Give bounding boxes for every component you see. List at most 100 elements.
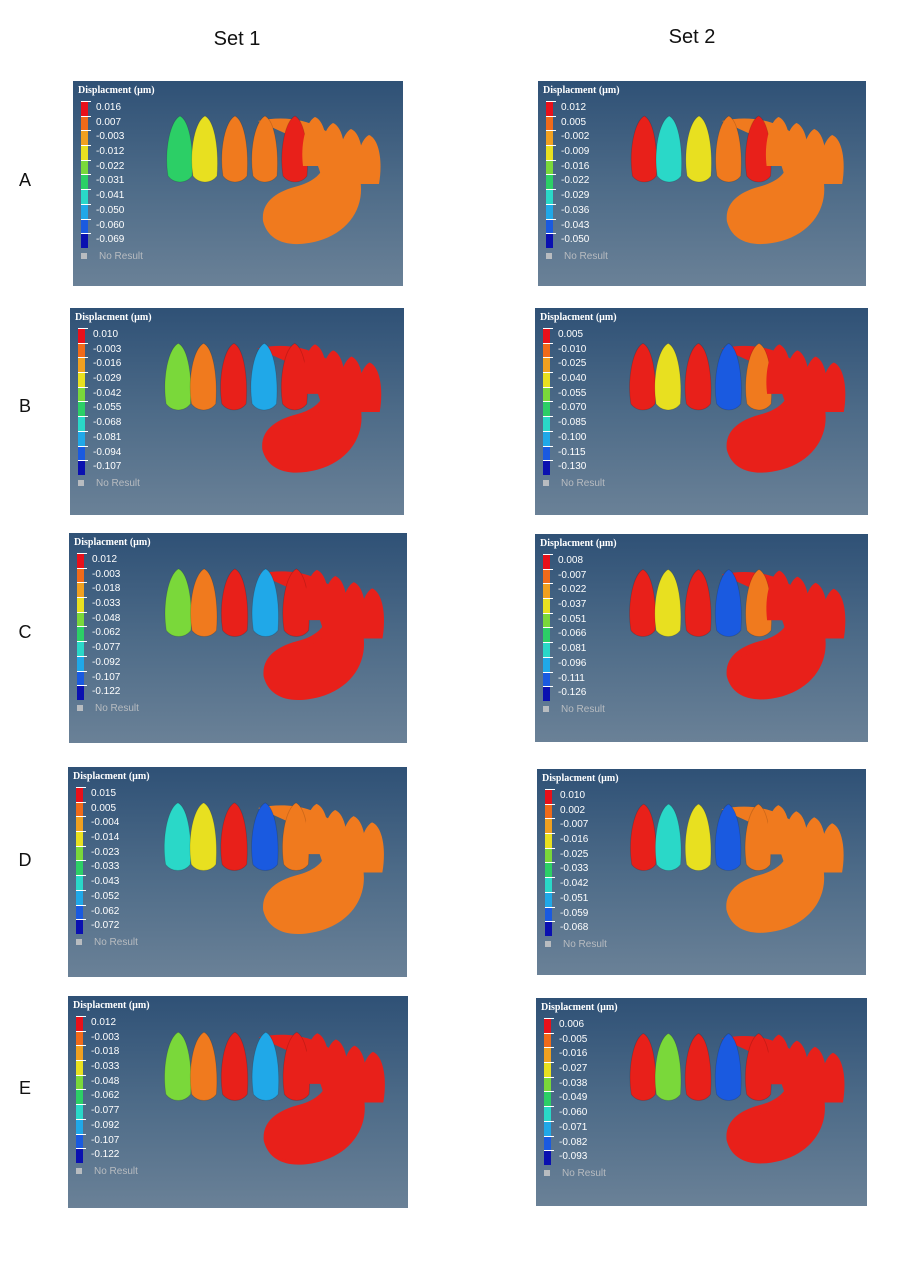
legend-tick xyxy=(544,1121,554,1122)
legend-value: -0.082 xyxy=(559,1136,587,1151)
legend-value: -0.050 xyxy=(96,204,124,219)
legend-entry: -0.002 xyxy=(543,130,620,145)
legend-entry: 0.006 xyxy=(541,1018,618,1033)
legend-tick xyxy=(81,130,91,131)
legend-swatch xyxy=(77,671,84,686)
legend-entry: -0.022 xyxy=(543,174,620,189)
legend-value: 0.006 xyxy=(559,1018,584,1033)
legend-entry: -0.029 xyxy=(75,372,152,387)
legend-tick xyxy=(545,833,555,834)
legend-tick xyxy=(76,1119,86,1120)
legend-entry: -0.031 xyxy=(78,174,155,189)
legend-value: -0.016 xyxy=(561,160,589,175)
legend-swatch xyxy=(545,818,552,833)
tooth-shape xyxy=(221,569,247,637)
legend-swatch xyxy=(544,1106,551,1121)
legend-entry: -0.043 xyxy=(73,875,150,890)
legend-value: -0.010 xyxy=(558,343,586,358)
legend-tick xyxy=(545,907,555,908)
legend-title: Displacment (µm) xyxy=(542,773,619,784)
color-legend: Displacment (µm) 0.010 0.002 -0.007 -0.016 -0… xyxy=(542,773,619,950)
legend-entry: -0.051 xyxy=(540,613,617,628)
legend-value: 0.012 xyxy=(92,553,117,568)
legend-entry: -0.003 xyxy=(75,343,152,358)
legend-swatch xyxy=(543,460,550,475)
legend-entry: -0.096 xyxy=(540,657,617,672)
legend-tick xyxy=(78,416,88,417)
legend-value: 0.012 xyxy=(91,1016,116,1031)
legend-tick xyxy=(77,568,87,569)
legend-entry: 0.015 xyxy=(73,787,150,802)
legend-value: 0.005 xyxy=(558,328,583,343)
legend-swatch xyxy=(544,1018,551,1033)
no-result-swatch xyxy=(76,939,82,945)
legend-title: Displacment (µm) xyxy=(73,771,150,782)
color-legend: Displacment (µm) 0.016 0.007 -0.003 -0.012 -0… xyxy=(78,85,155,262)
legend-swatch xyxy=(543,613,550,628)
legend-no-result: No Result xyxy=(77,703,151,714)
legend-value: -0.052 xyxy=(91,890,119,905)
legend-swatch xyxy=(78,431,85,446)
legend-entry: -0.014 xyxy=(73,831,150,846)
no-result-swatch xyxy=(543,706,549,712)
tooth-shape xyxy=(630,570,656,637)
legend-swatch xyxy=(546,116,553,131)
legend-entry: -0.042 xyxy=(542,877,619,892)
legend-swatch xyxy=(77,612,84,627)
legend-tick xyxy=(543,416,553,417)
legend-entry: -0.043 xyxy=(543,219,620,234)
legend-tick xyxy=(544,1062,554,1063)
legend-entry: -0.007 xyxy=(540,569,617,584)
legend-value: -0.130 xyxy=(558,460,586,475)
legend-entry: -0.085 xyxy=(540,416,617,431)
legend-entry: 0.016 xyxy=(78,101,155,116)
legend-entry: -0.036 xyxy=(543,204,620,219)
legend-tick xyxy=(545,921,555,922)
legend-swatch xyxy=(76,1134,83,1149)
legend-value: -0.048 xyxy=(92,612,120,627)
no-result-swatch xyxy=(544,1170,550,1176)
legend-tick xyxy=(543,431,553,432)
legend-tick xyxy=(543,686,553,687)
legend-swatch xyxy=(546,101,553,116)
legend-value: -0.007 xyxy=(558,569,586,584)
legend-value: 0.005 xyxy=(91,802,116,817)
legend-entry: -0.038 xyxy=(541,1077,618,1092)
tooth-shape xyxy=(221,803,247,871)
legend-entry: -0.052 xyxy=(73,890,150,905)
legend-swatch xyxy=(76,890,83,905)
legend-swatch xyxy=(543,446,550,461)
legend-swatch xyxy=(543,642,550,657)
legend-value: -0.062 xyxy=(91,905,119,920)
legend-entry: -0.048 xyxy=(73,1075,150,1090)
legend-swatch xyxy=(76,875,83,890)
legend-value: -0.033 xyxy=(92,597,120,612)
legend-entry: -0.051 xyxy=(542,892,619,907)
legend-entry: 0.010 xyxy=(75,328,152,343)
legend-swatch xyxy=(544,1033,551,1048)
legend-value: -0.042 xyxy=(560,877,588,892)
legend-entry: -0.060 xyxy=(541,1106,618,1121)
legend-swatch xyxy=(81,130,88,145)
legend-no-result: No Result xyxy=(543,704,617,715)
legend-entry: -0.033 xyxy=(73,860,150,875)
legend-tick xyxy=(76,1104,86,1105)
no-result-swatch xyxy=(546,253,552,259)
legend-tick xyxy=(544,1106,554,1107)
legend-entry: -0.093 xyxy=(541,1150,618,1165)
legend-value: -0.023 xyxy=(91,846,119,861)
legend-swatch xyxy=(546,174,553,189)
legend-tick xyxy=(543,569,553,570)
legend-entry: -0.062 xyxy=(73,1089,150,1104)
legend-tick xyxy=(77,612,87,613)
legend-tick xyxy=(544,1033,554,1034)
legend-entry: -0.072 xyxy=(73,919,150,934)
legend-entry: -0.016 xyxy=(541,1047,618,1062)
legend-value: -0.009 xyxy=(561,145,589,160)
legend-swatch xyxy=(78,343,85,358)
legend-tick xyxy=(78,401,88,402)
legend-tick xyxy=(77,553,87,554)
legend-entry: -0.022 xyxy=(78,160,155,175)
legend-entry: 0.005 xyxy=(540,328,617,343)
legend-value: -0.055 xyxy=(93,401,121,416)
